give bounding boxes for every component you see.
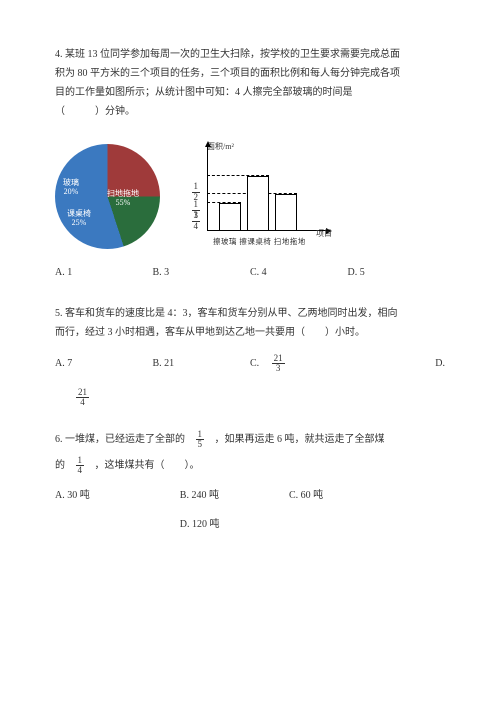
- x-axis-title: 项目: [316, 226, 332, 241]
- pie-label-desk-pct: 25%: [72, 218, 87, 227]
- pie-label-sweep: 扫地拖地 55%: [107, 189, 139, 207]
- q5-options: A. 7 B. 21 C. 21 3 D.: [55, 354, 445, 374]
- bar-3: [275, 194, 297, 231]
- ytick1-den: 4: [192, 222, 201, 231]
- q5-option-b: B. 21: [153, 354, 251, 373]
- q6-line2: 的 1 4 ，这堆煤共有（ ）。: [55, 456, 445, 476]
- question-6: 6. 一堆煤，已经运走了全部的 1 5 ，如果再运走 6 吨，就共运走了全部煤 …: [55, 430, 445, 534]
- bar-chart: 面积/m² 14 13 12 项目 擦玻璃 擦课桌椅 扫地拖地: [185, 141, 330, 251]
- q4-option-b: B. 3: [153, 263, 251, 282]
- q5-line2: 而行，经过 3 小时相遇，客车从甲地到达乙地一共要用（ ）小时。: [55, 323, 445, 342]
- pie-label-desk-text: 课桌椅: [67, 209, 91, 218]
- q6-option-b: B. 240 吨: [180, 486, 289, 505]
- q5-option-c-prefix: C.: [250, 358, 259, 369]
- q6-frac1-den: 5: [196, 440, 205, 449]
- q6-option-c: C. 60 吨: [289, 486, 445, 505]
- bar-2: [247, 176, 269, 231]
- q4-line4: （ ）分钟。: [55, 102, 445, 121]
- q5-extra-fraction: 21 4: [73, 388, 445, 408]
- ytick3-num: 1: [192, 182, 201, 192]
- q4-line2: 积为 80 平方米的三个项目的任务，三个项目的面积比例和每人每分钟完成各项: [55, 64, 445, 83]
- x-category-labels: 擦玻璃 擦课桌椅 扫地拖地: [213, 235, 306, 249]
- question-5: 5. 客车和货车的速度比是 4：3，客车和货车分别从甲、乙两地同时出发，相向 而…: [55, 304, 445, 408]
- y-axis: [207, 145, 208, 231]
- pie-label-glass-pct: 20%: [64, 187, 79, 196]
- q4-figures: 玻璃 20% 课桌椅 25% 扫地拖地 55% 面积/m² 1 4 13: [55, 141, 445, 251]
- ytick3-den: 2: [192, 193, 201, 202]
- q5-extra-den: 4: [78, 398, 87, 407]
- q4-line3: 目的工作量如图所示；从统计图中可知：4 人擦完全部玻璃的时间是: [55, 83, 445, 102]
- bar-1: [219, 203, 241, 231]
- q6-line1: 6. 一堆煤，已经运走了全部的 1 5 ，如果再运走 6 吨，就共运走了全部煤: [55, 430, 445, 450]
- q6-option-d: D. 120 吨: [180, 515, 445, 534]
- q4-option-a: A. 1: [55, 263, 153, 282]
- q6-options-row1: A. 30 吨 B. 240 吨 C. 60 吨: [55, 486, 445, 505]
- q6-seg3: 的: [55, 460, 65, 471]
- pie-label-desk: 课桌椅 25%: [67, 209, 91, 227]
- question-4: 4. 某班 13 位同学参加每周一次的卫生大扫除，按学校的卫生要求需要完成总面 …: [55, 45, 445, 282]
- q6-seg2: ，如果再运走 6 吨，就共运走了全部煤: [215, 434, 385, 445]
- y-tick-3: 12: [185, 182, 203, 202]
- q5-option-d: D.: [348, 354, 446, 373]
- pie-label-sweep-pct: 55%: [116, 198, 131, 207]
- q5-option-a: A. 7: [55, 354, 153, 373]
- pie-label-sweep-text: 扫地拖地: [107, 189, 139, 198]
- pie-label-glass: 玻璃 20%: [63, 178, 79, 196]
- pie-label-glass-text: 玻璃: [63, 178, 79, 187]
- q6-frac2-den: 4: [76, 466, 85, 475]
- q4-option-c: C. 4: [250, 263, 348, 282]
- ytick2-den: 3: [192, 211, 201, 220]
- q4-option-d: D. 5: [348, 263, 446, 282]
- y-axis-title: 面积/m²: [207, 139, 234, 154]
- q6-option-a: A. 30 吨: [55, 486, 180, 505]
- q6-seg1: 6. 一堆煤，已经运走了全部的: [55, 434, 185, 445]
- q4-line1: 4. 某班 13 位同学参加每周一次的卫生大扫除，按学校的卫生要求需要完成总面: [55, 45, 445, 64]
- pie-chart: 玻璃 20% 课桌椅 25% 扫地拖地 55%: [55, 144, 160, 249]
- y-tick-2: 13: [185, 200, 203, 220]
- q6-seg4: ，这堆煤共有（ ）。: [95, 460, 200, 471]
- q5-option-c: C. 21 3: [250, 354, 348, 374]
- q5-line1: 5. 客车和货车的速度比是 4：3，客车和货车分别从甲、乙两地同时出发，相向: [55, 304, 445, 323]
- q4-options: A. 1 B. 3 C. 4 D. 5: [55, 263, 445, 282]
- q5-c-den: 3: [274, 364, 283, 373]
